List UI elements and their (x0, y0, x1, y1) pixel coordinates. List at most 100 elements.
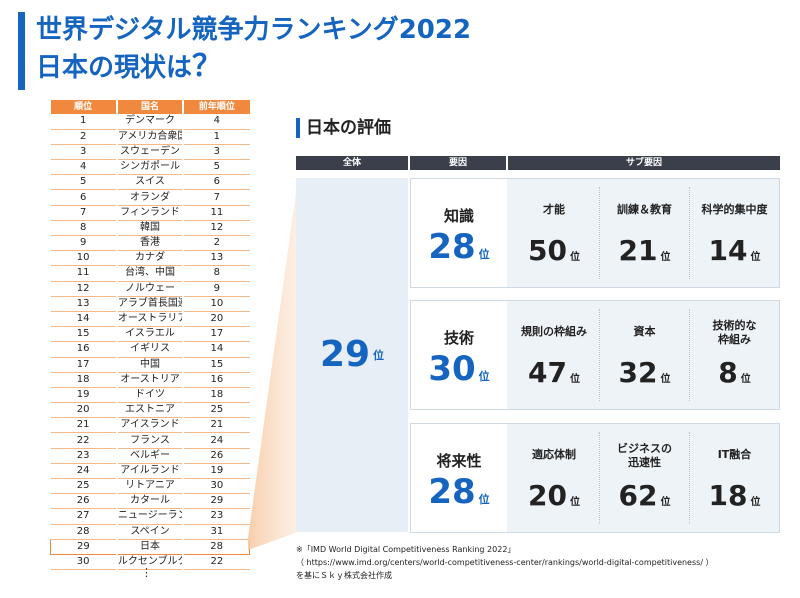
ranking-row: 9 香港 2 (50, 235, 250, 252)
subfactor-rank-unit: 位 (750, 252, 761, 263)
factor-name: 知識 (443, 207, 474, 225)
rank-cell: 1 (50, 114, 117, 130)
prev-rank-cell: 18 (183, 387, 250, 404)
country-cell: 中国 (115, 357, 185, 373)
factor-card-knowledge: 知識 28 位 才能 50 位 訓練＆教育 21 位 科学的集中度 14 位 (410, 178, 780, 288)
ranking-row: 5 スイス 6 (50, 174, 250, 191)
rank-cell: 21 (50, 417, 117, 434)
rank-cell: 23 (50, 448, 117, 464)
ranking-row: 21 アイスランド 21 (50, 417, 250, 434)
title-line2-text: 日本の現状は (36, 53, 193, 83)
prev-rank-cell: 2 (183, 235, 250, 252)
more-rows-ellipsis: ⋮ (141, 566, 152, 579)
country-cell: アイスランド (115, 417, 185, 434)
subfactor-cell: 訓練＆教育 21 位 (599, 187, 689, 279)
country-cell: アイルランド (115, 463, 185, 480)
prev-rank-cell: 7 (183, 189, 250, 206)
factor-rank: 28 位 (411, 227, 507, 267)
subfactor-rank: 47 位 (509, 357, 599, 396)
col-header-overall: 全体 (296, 156, 408, 170)
header-country: 国名 (116, 100, 185, 114)
rank-cell: 22 (50, 432, 117, 449)
ranking-row: 2 アメリカ合衆国 1 (50, 129, 250, 145)
subfactor-rank-value: 62 (618, 479, 658, 512)
factor-rank-unit: 位 (478, 248, 490, 261)
ranking-table: 順位 国名 前年順位 1 デンマーク 4 2 アメリカ合衆国 1 3 スウェーデン 3 4 シンガポ… (49, 100, 251, 571)
factor-name: 将来性 (436, 452, 482, 470)
country-cell: デンマーク (115, 114, 185, 130)
subfactor-rank-unit: 位 (660, 252, 671, 263)
prev-rank-cell: 24 (183, 432, 250, 449)
prev-rank-cell: 10 (183, 296, 250, 312)
rank-cell: 19 (50, 387, 117, 404)
rank-cell: 25 (50, 478, 117, 495)
prev-rank-cell: 6 (183, 174, 250, 191)
footnote-line3: を基にＳｋｙ株式会社作成 (296, 571, 392, 580)
rank-cell: 26 (50, 493, 117, 510)
factor-main: 技術 30 位 (411, 301, 507, 409)
prev-rank-cell: 25 (183, 402, 250, 419)
factor-rank-unit: 位 (478, 370, 490, 383)
subfactor-cell: 科学的集中度 14 位 (689, 187, 779, 279)
country-cell: スペイン (115, 524, 185, 540)
subfactor-rank-value: 20 (528, 479, 567, 512)
ranking-row: 29 日本 28 (49, 538, 251, 555)
subfactor-cell: 規則の枠組み 47 位 (509, 309, 599, 401)
ranking-row: 25 リトアニア 30 (50, 478, 250, 495)
factor-rank: 28 位 (411, 472, 507, 512)
subfactor-rank-unit: 位 (569, 252, 580, 263)
ranking-row: 22 フランス 24 (50, 432, 250, 449)
prev-rank-cell: 16 (183, 372, 250, 388)
subfactor-name: 技術的な 枠組み (712, 319, 757, 346)
title-line1: 世界デジタル競争力ランキング2022 (36, 15, 472, 45)
rank-cell: 6 (50, 189, 117, 206)
prev-rank-cell: 12 (183, 220, 250, 237)
title-question-mark: ？ (192, 49, 223, 84)
country-cell: オーストリア (115, 372, 185, 388)
ranking-row: 19 ドイツ 18 (50, 387, 250, 404)
overall-rank-unit: 位 (373, 349, 385, 362)
subfactor-cell: IT融合 18 位 (689, 432, 779, 524)
rank-cell: 5 (50, 174, 117, 191)
country-cell: 韓国 (115, 220, 185, 237)
ranking-row: 23 ベルギー 26 (50, 448, 250, 464)
rank-cell: 8 (50, 220, 117, 237)
prev-rank-cell: 15 (183, 357, 250, 373)
prev-rank-cell: 11 (183, 205, 250, 221)
title-accent-bar (18, 12, 25, 90)
source-footnote: ※「IMD World Digital Competitiveness Rank… (296, 543, 714, 582)
rank-cell: 9 (50, 235, 117, 252)
prev-rank-cell: 8 (183, 265, 250, 282)
subfactor-name: 科学的集中度 (701, 203, 768, 216)
subfactor-rank-value: 47 (528, 356, 567, 389)
subfactor-rank-value: 50 (528, 234, 567, 267)
country-cell: 台湾、中国 (115, 265, 185, 282)
country-cell: ドイツ (115, 387, 185, 404)
subfactor-rank-unit: 位 (660, 374, 671, 385)
country-cell: フランス (115, 432, 185, 449)
ranking-row: 14 オーストラリア 20 (50, 311, 250, 328)
factor-main: 将来性 28 位 (411, 424, 507, 532)
ranking-row: 7 フィンランド 11 (50, 205, 250, 221)
factor-rank: 30 位 (411, 349, 507, 389)
prev-rank-cell: 17 (183, 326, 250, 343)
ranking-row: 30 ルクセンブルク 22 (50, 554, 250, 571)
country-cell: エストニア (115, 402, 185, 419)
subfactor-name: 訓練＆教育 (617, 203, 672, 216)
ranking-row: 10 カナダ 13 (50, 250, 250, 267)
country-cell: 香港 (115, 235, 185, 252)
rank-cell: 13 (50, 296, 117, 312)
rank-cell: 29 (49, 538, 117, 555)
prev-rank-cell: 28 (183, 538, 251, 555)
rank-cell: 14 (50, 311, 117, 328)
rank-cell: 18 (50, 372, 117, 388)
header-prev-rank: 前年順位 (183, 100, 250, 114)
prev-rank-cell: 3 (183, 144, 250, 161)
country-cell: ノルウェー (115, 281, 185, 297)
country-cell: アラブ首長国連邦 (115, 296, 185, 312)
country-cell: カタール (115, 493, 185, 510)
prev-rank-cell: 13 (183, 250, 250, 267)
rank-cell: 30 (50, 554, 117, 571)
rank-cell: 2 (50, 129, 117, 145)
factor-rank-unit: 位 (478, 493, 490, 506)
